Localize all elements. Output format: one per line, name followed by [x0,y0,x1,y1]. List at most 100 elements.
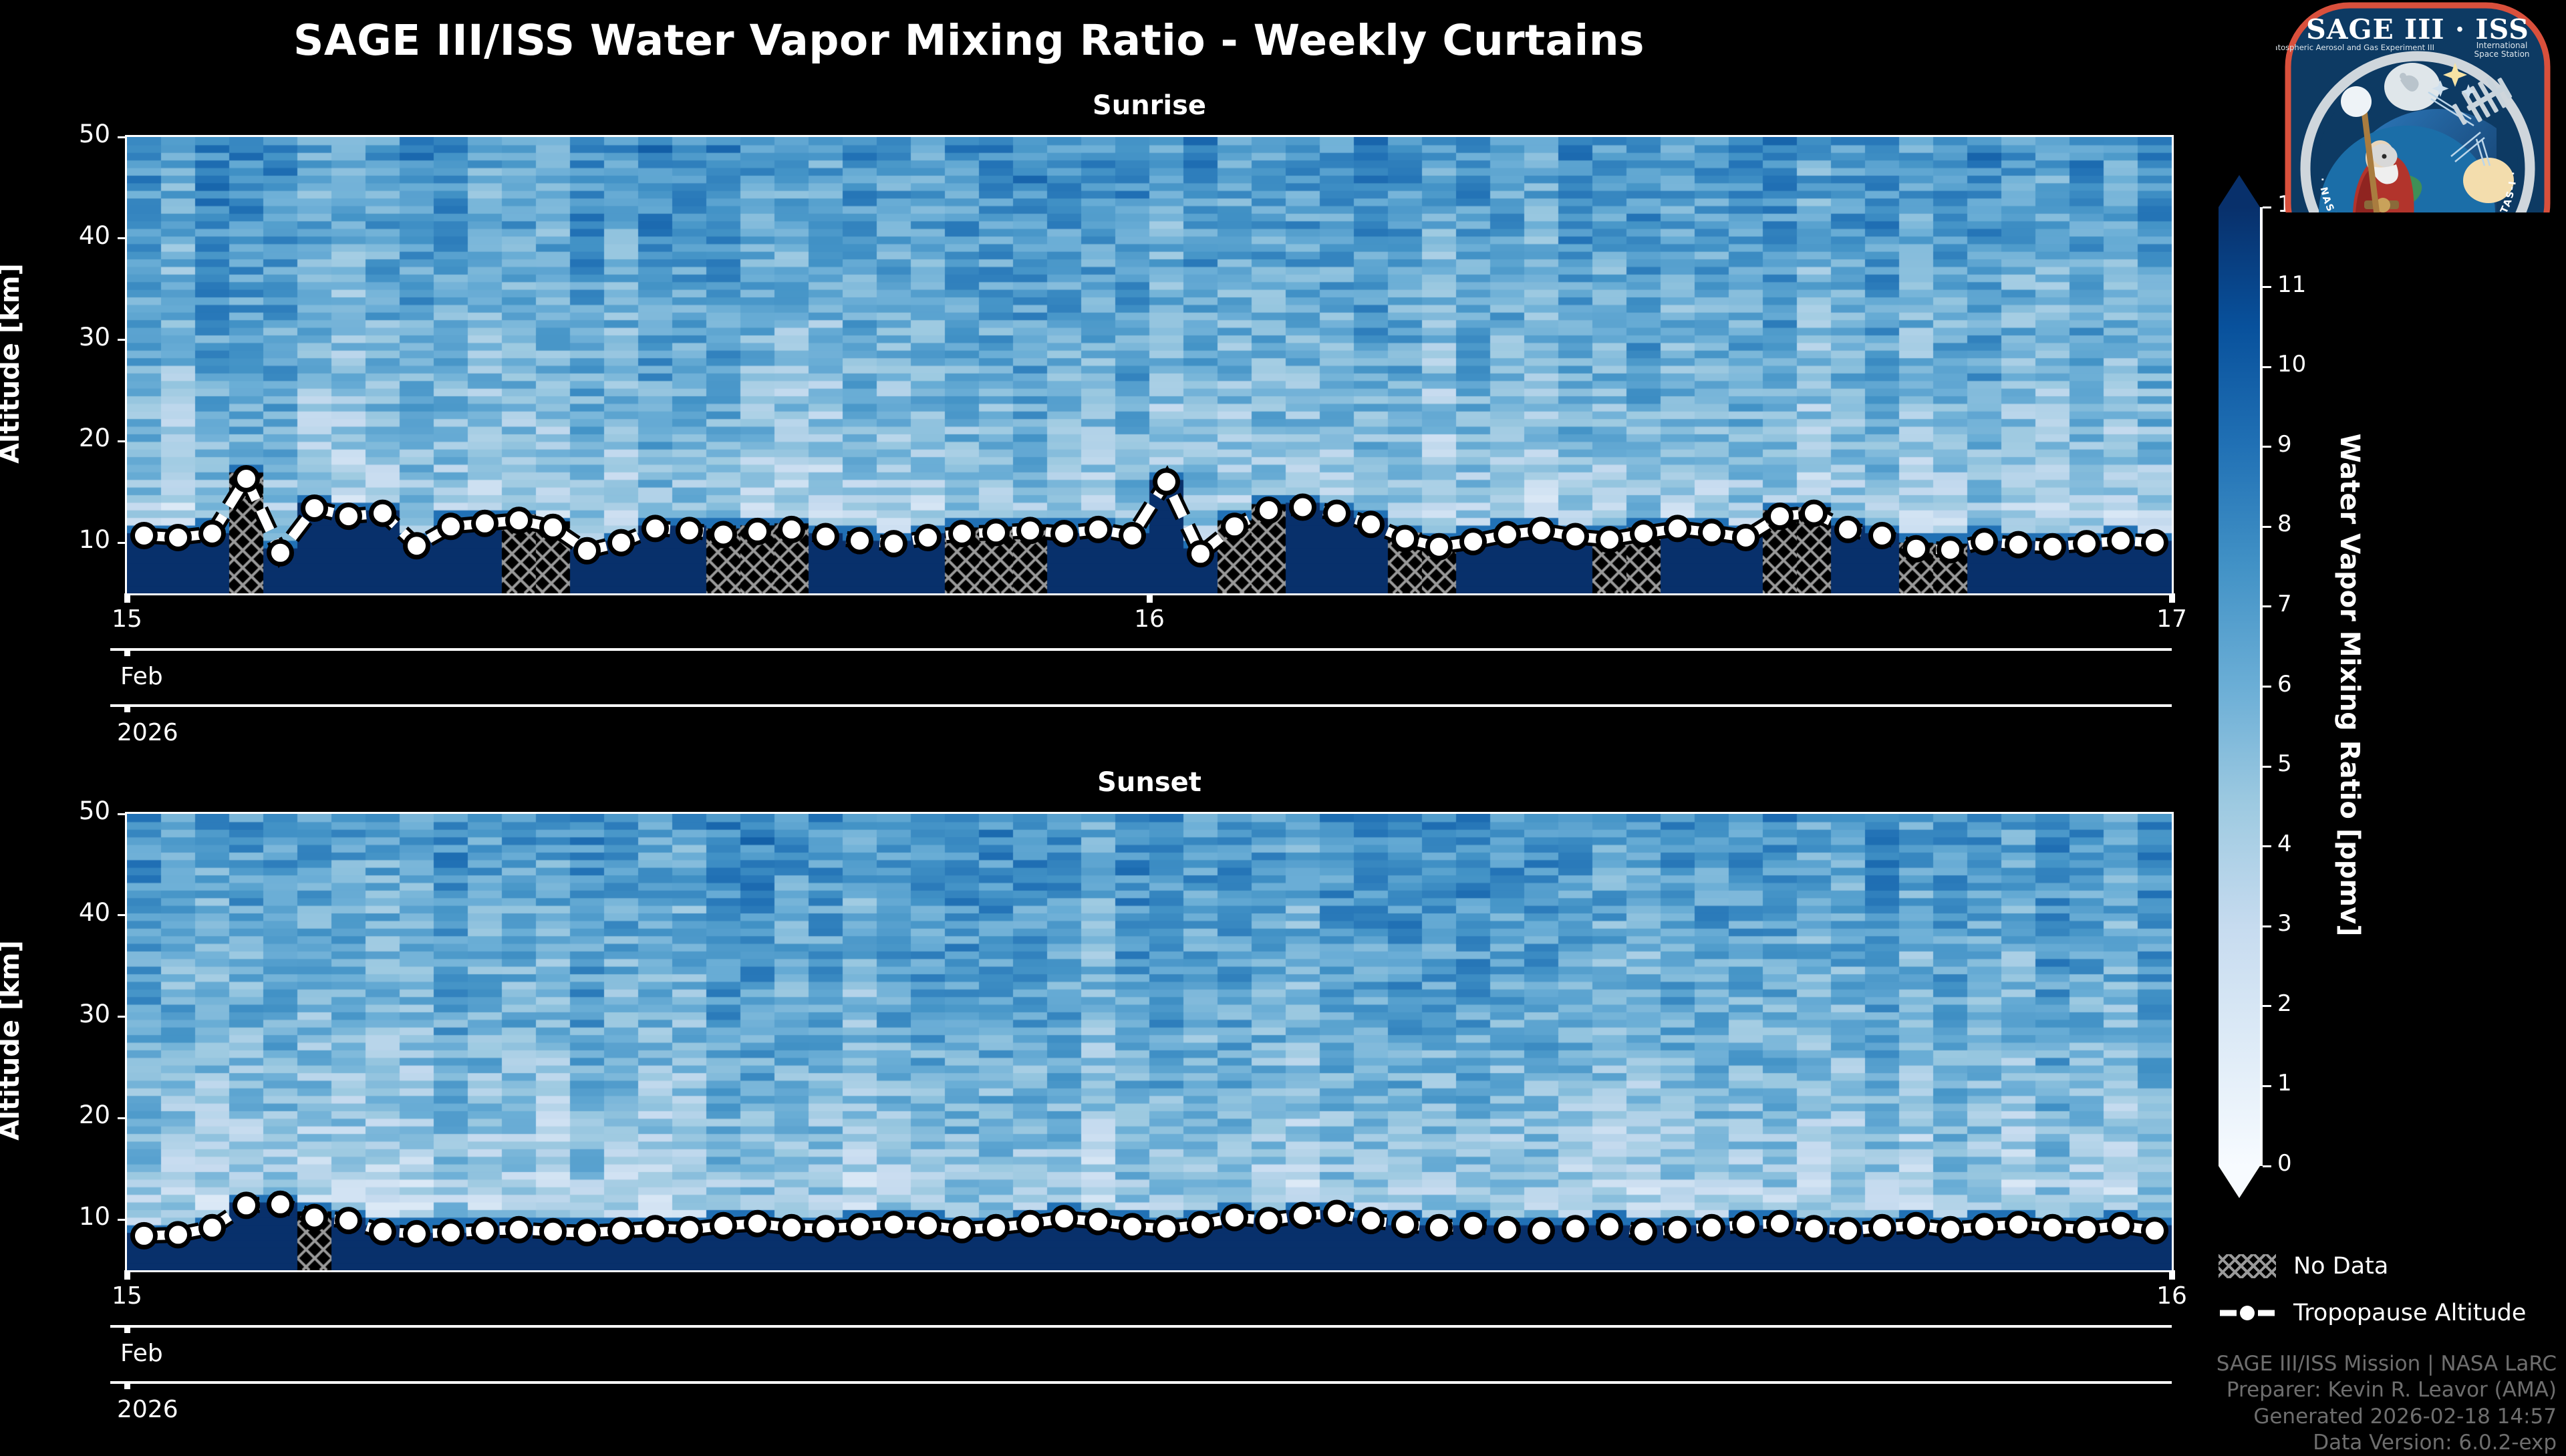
colorbar-extend-min-arrow [2219,1166,2260,1198]
y-tick-label: 10 [78,525,110,555]
x-tick-mark-day [124,593,130,603]
y-tick-label: 20 [78,424,110,453]
x-axis-spine-month [110,1325,2172,1328]
x-tick-label-day: 15 [112,1282,142,1310]
svg-text:Stratospheric Aerosol and Gas: Stratospheric Aerosol and Gas Experiment… [2276,43,2434,52]
panel-title-sunrise: Sunrise [1092,90,1207,121]
colorbar-tick-label: 4 [2277,830,2292,857]
footer-line-preparer: Preparer: Kevin R. Leavor (AMA) [2226,1378,2557,1403]
colorbar-tick-label: 0 [2277,1150,2292,1177]
x-tick-mark-day [2168,593,2175,603]
y-tick-label: 40 [78,897,110,927]
colorbar-tick-label: 11 [2277,271,2307,298]
legend-label-no-data: No Data [2293,1253,2389,1280]
x-axis-spine-year [110,704,2172,707]
colorbar-tick-label: 8 [2277,511,2292,538]
colorbar-tick-mark [2263,286,2271,289]
colorbar[interactable]: 0123456789101112 [2219,174,2486,1206]
panel-title-sunset: Sunset [1097,767,1201,798]
x-axis-spine-year [110,1381,2172,1384]
y-tick-label: 10 [78,1202,110,1231]
y-tick-label: 20 [78,1101,110,1130]
heatmap-panel-sunrise[interactable] [127,137,2172,593]
x-tick-label-month: Feb [120,663,163,690]
y-tick-mark [118,1218,127,1221]
colorbar-tick-mark [2263,1165,2271,1167]
colorbar-tick-label: 2 [2277,990,2292,1017]
footer-line-generated: Generated 2026-02-18 14:57 [2253,1404,2557,1429]
y-tick-mark [118,136,127,138]
x-tick-mark-day [2168,1270,2175,1280]
colorbar-tick-mark [2263,1084,2271,1087]
heatmap-panel-sunset[interactable] [127,814,2172,1270]
y-tick-label: 30 [78,999,110,1028]
colorbar-tick-mark [2263,366,2271,368]
sage-iii-iss-mission-patch-icon: SAGE III · ISS Stratospheric Aerosol and… [2262,0,2559,271]
y-tick-mark [118,237,127,240]
legend-item-no-data[interactable]: No Data [2219,1253,2388,1280]
y-tick-label: 40 [78,221,110,250]
x-tick-label-year: 2026 [117,1396,178,1423]
colorbar-spine [2260,207,2263,1166]
colorbar-tick-mark [2263,525,2271,528]
x-axis-spine-month [110,648,2172,651]
tropopause-overlay-sunrise [130,462,2168,569]
y-tick-mark [118,440,127,442]
y-tick-mark [118,1016,127,1018]
x-tick-mark-day [124,1270,130,1280]
tropopause-overlay-sunset [130,1190,2168,1250]
x-tick-label-day: 15 [112,605,142,633]
x-tick-label-year: 2026 [117,719,178,746]
x-tick-label-day: 17 [2156,605,2187,633]
colorbar-tick-label: 6 [2277,670,2292,698]
y-axis-ticks-sunrise: 10 20 30 40 50 [0,0,127,1270]
footer-credits: SAGE III/ISS Mission | NASA LaRC Prepare… [1955,1351,2557,1456]
x-tick-label-day: 16 [1134,605,1165,633]
colorbar-tick-mark [2263,206,2271,208]
colorbar-extend-max-arrow [2219,175,2260,207]
svg-text:International: International [2476,41,2528,50]
colorbar-tick-mark [2263,686,2271,688]
colorbar-tick-label: 7 [2277,590,2292,617]
x-tick-mark-month [124,1325,130,1333]
heatmap-canvas-sunset [127,814,2172,1270]
y-tick-label: 30 [78,322,110,351]
colorbar-tick-label: 9 [2277,430,2292,458]
page-title: SAGE III/ISS Water Vapor Mixing Ratio - … [293,16,1645,65]
colorbar-tick-mark [2263,446,2271,448]
colorbar-tick-label: 3 [2277,910,2292,937]
y-tick-mark [118,1117,127,1119]
colorbar-tick-mark [2263,845,2271,848]
y-axis-ticks-sunset: 10 20 30 40 50 [0,0,127,1270]
colorbar-tick-mark [2263,1005,2271,1008]
y-tick-mark [118,813,127,815]
y-tick-mark [118,541,127,544]
x-tick-label-day: 16 [2156,1282,2187,1310]
no-data-hatch-icon [2219,1254,2276,1278]
legend-item-tropopause[interactable]: Tropopause Altitude [2219,1300,2526,1326]
y-tick-mark [118,339,127,341]
svg-text:Space Station: Space Station [2474,49,2529,59]
colorbar-gradient [2219,207,2260,1166]
y-tick-label: 50 [78,120,110,148]
svg-text:SAGE III · ISS: SAGE III · ISS [2306,13,2529,45]
y-tick-mark [118,914,127,917]
x-tick-mark-year [124,1381,130,1389]
footer-line-mission: SAGE III/ISS Mission | NASA LaRC [2216,1352,2557,1376]
y-tick-label: 50 [78,796,110,825]
x-tick-mark-day [1146,593,1153,603]
legend-label-tropopause: Tropopause Altitude [2293,1300,2527,1326]
colorbar-tick-mark [2263,925,2271,927]
tropopause-line-icon [2219,1301,2276,1325]
colorbar-tick-label: 1 [2277,1070,2292,1097]
colorbar-tick-mark [2263,765,2271,768]
x-tick-label-month: Feb [120,1340,163,1367]
colorbar-tick-label: 10 [2277,351,2307,378]
x-tick-mark-year [124,704,130,712]
x-tick-mark-month [124,648,130,656]
colorbar-tick-label: 5 [2277,750,2292,778]
colorbar-title: Water Vapor Mixing Ratio [ppmv] [2334,433,2365,936]
